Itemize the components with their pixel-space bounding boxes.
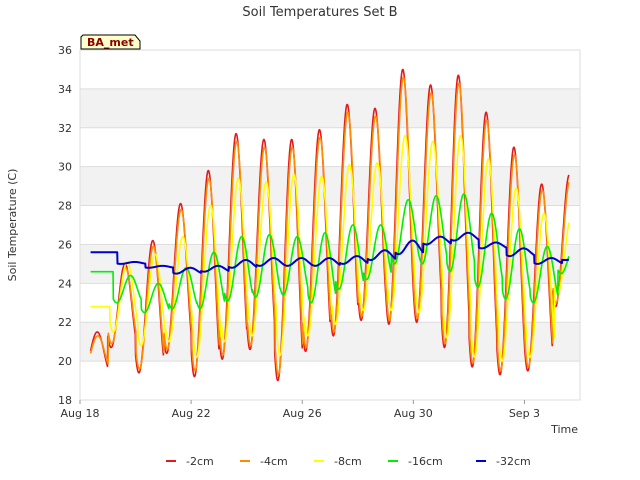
y-tick-label: 30	[58, 161, 72, 174]
chart-title: Soil Temperatures Set B	[242, 5, 397, 20]
y-tick-label: 36	[58, 44, 72, 57]
x-axis-label: Time	[550, 423, 578, 436]
legend: -2cm -4cm -8cm -16cm -32cm	[166, 455, 531, 468]
legend-label: -2cm	[186, 455, 214, 468]
grid-band	[80, 88, 580, 128]
y-tick-label: 28	[58, 200, 72, 213]
grid-lines	[80, 49, 580, 401]
legend-label: -8cm	[334, 455, 362, 468]
y-tick-label: 34	[58, 83, 72, 96]
series-line-minus-16cm	[90, 193, 570, 314]
series-layer	[89, 68, 570, 382]
series-line-minus-8cm	[90, 134, 570, 362]
x-tick-label: Aug 26	[283, 407, 322, 420]
x-tick-label: Aug 30	[394, 407, 433, 420]
y-tick-label: 22	[58, 316, 72, 329]
legend-label: -4cm	[260, 455, 288, 468]
series-line-minus-4cm	[89, 76, 570, 376]
x-tick-label: Aug 18	[61, 407, 100, 420]
grid-band	[80, 166, 580, 206]
y-tick-label: 32	[58, 122, 72, 135]
x-axis-ticks: Aug 18 Aug 22 Aug 26 Aug 30 Sep 3	[61, 400, 540, 420]
y-axis-label: Soil Temperature (C)	[6, 169, 19, 282]
y-axis-ticks: 18 20 22 24 26 28 30 32 34 36	[58, 44, 72, 407]
y-tick-label: 24	[58, 277, 72, 290]
x-tick-label: Aug 22	[172, 407, 211, 420]
legend-label: -32cm	[496, 455, 531, 468]
legend-label: -16cm	[408, 455, 443, 468]
site-label-box: BA_met	[80, 34, 141, 50]
y-tick-label: 18	[58, 394, 72, 407]
site-label: BA_met	[87, 36, 134, 49]
x-tick-label: Sep 3	[509, 407, 540, 420]
y-tick-label: 26	[58, 238, 72, 251]
series-line-minus-32cm	[89, 231, 570, 275]
y-tick-label: 20	[58, 355, 72, 368]
